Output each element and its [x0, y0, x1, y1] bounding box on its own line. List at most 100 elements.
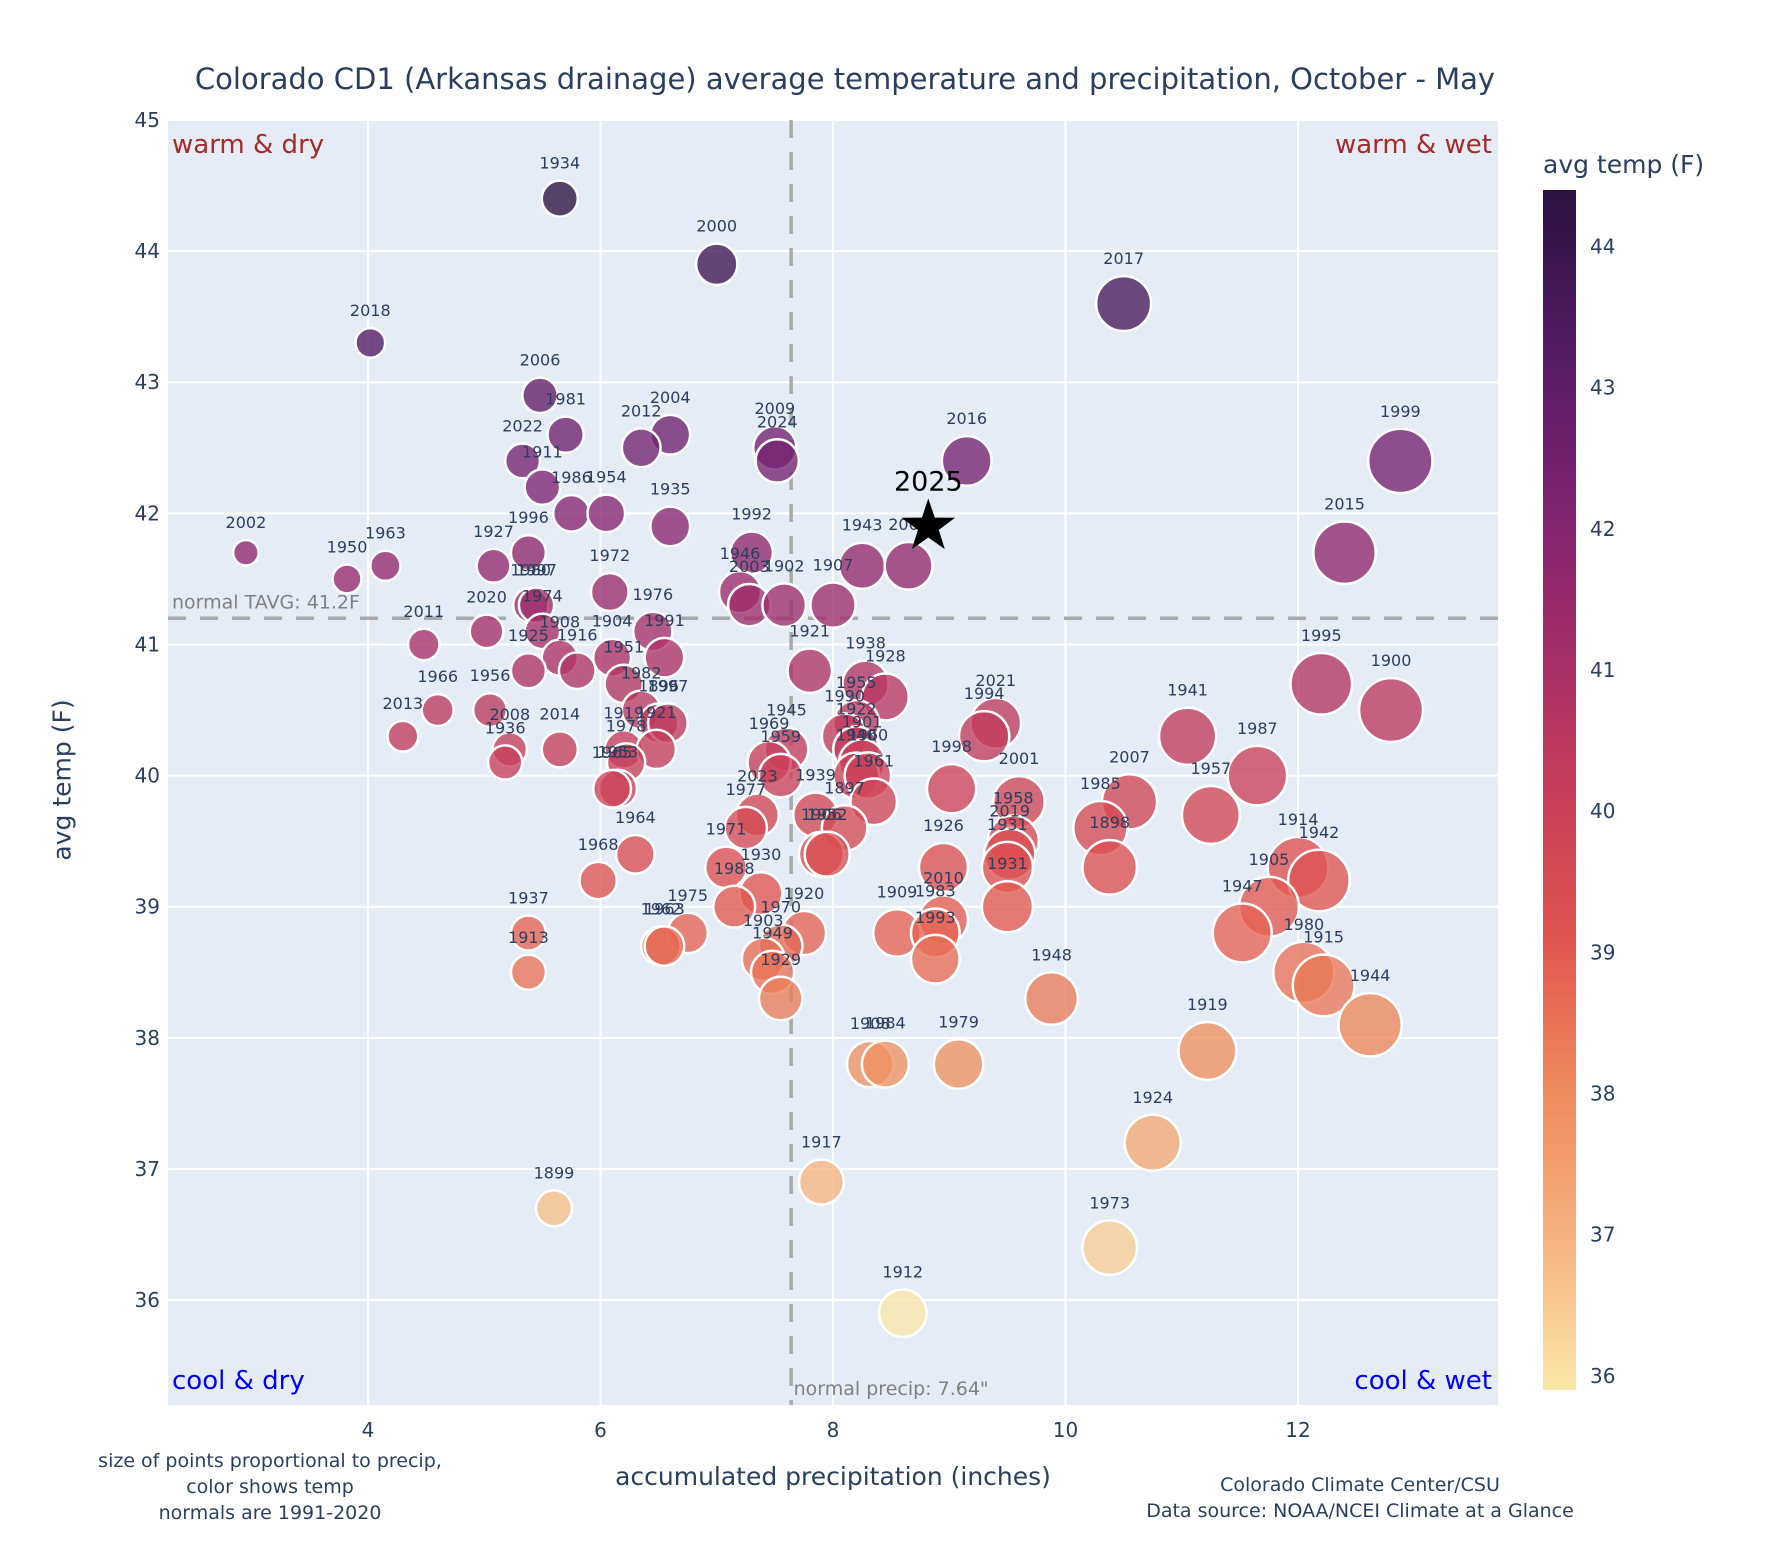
data-point: [1211, 902, 1273, 964]
point-label: 1966: [417, 667, 458, 686]
point-label: 1908: [539, 613, 580, 632]
point-label: 1963: [365, 524, 406, 543]
point-label: 1911: [522, 442, 563, 461]
point-label: 1946: [720, 544, 761, 563]
data-point: [354, 326, 387, 359]
quadrant-label-warm-dry: warm & dry: [172, 130, 325, 160]
quadrant-label-warm-wet: warm & wet: [1334, 130, 1492, 160]
data-point: [551, 493, 591, 533]
data-point: [754, 438, 801, 484]
point-label: 1986: [551, 468, 592, 487]
point-label: 1976: [632, 585, 673, 604]
data-point: [1366, 427, 1434, 495]
point-label: 1943: [842, 516, 883, 535]
data-point: [761, 582, 808, 629]
point-label: 2008: [489, 705, 530, 724]
data-point: [649, 505, 692, 548]
data-point: [586, 493, 627, 534]
point-label: 1950: [327, 537, 368, 556]
data-point: [521, 376, 559, 415]
data-point: [369, 549, 402, 583]
point-label: 1900: [1371, 651, 1412, 670]
point-label: 1944: [1350, 966, 1391, 985]
y-axis-label: avg temp (F): [47, 699, 77, 861]
point-label: 2023: [737, 767, 778, 786]
point-label: 1942: [1299, 823, 1340, 842]
point-label: 1969: [749, 714, 790, 733]
point-label: 1929: [760, 950, 801, 969]
point-label: 1925: [508, 626, 549, 645]
point-label: 1934: [539, 154, 580, 173]
credit-line: Colorado Climate Center/CSU: [1220, 1474, 1500, 1496]
highlight-label: 2025: [894, 466, 963, 497]
data-point: [1180, 784, 1242, 846]
point-label: 1957: [1190, 759, 1231, 778]
data-point: [406, 627, 441, 662]
point-label: 1965: [592, 743, 633, 762]
point-label: 1914: [1278, 810, 1319, 829]
point-label: 1994: [964, 684, 1005, 703]
colorbar-tick-label: 44: [1590, 234, 1615, 258]
point-label: 1919: [603, 703, 644, 722]
data-point: [386, 719, 420, 753]
data-point: [546, 415, 585, 455]
point-label: 1912: [882, 1262, 923, 1281]
colorbar-tick-label: 38: [1590, 1082, 1615, 1106]
y-tick-label: 42: [135, 501, 160, 525]
data-point: [557, 651, 597, 691]
point-label: 1931: [987, 815, 1028, 834]
data-point: [909, 933, 961, 985]
data-point: [509, 651, 548, 690]
point-label: 1913: [508, 928, 549, 947]
point-label: 1924: [1132, 1088, 1173, 1107]
data-point: [231, 538, 260, 567]
data-point: [1226, 744, 1289, 807]
data-point: [578, 860, 619, 901]
data-point: [534, 1189, 574, 1228]
data-point: [1157, 706, 1218, 767]
y-tick-label: 44: [135, 239, 160, 263]
x-tick-label: 4: [362, 1418, 375, 1442]
point-label: 2007: [1109, 747, 1150, 766]
point-label: 2009: [755, 399, 796, 418]
point-label: 1935: [650, 480, 691, 499]
data-point: [1081, 838, 1139, 896]
point-label: 1991: [644, 611, 685, 630]
quadrant-label-cool-wet: cool & wet: [1354, 1366, 1492, 1396]
colorbar-tick-label: 39: [1590, 940, 1615, 964]
y-tick-label: 36: [135, 1288, 160, 1312]
point-label: 2020: [466, 588, 507, 607]
point-label: 1909: [877, 882, 918, 901]
data-point: [591, 768, 633, 809]
point-label: 1983: [915, 882, 956, 901]
colorbar-tick-label: 43: [1590, 376, 1615, 400]
point-label: 1987: [1237, 719, 1278, 738]
point-label: 1899: [534, 1163, 575, 1182]
colorbar-tick-label: 40: [1590, 799, 1615, 823]
data-point: [420, 692, 455, 728]
quadrant-label-cool-dry: cool & dry: [172, 1366, 305, 1396]
point-label: 1993: [915, 908, 956, 927]
footnote-right: Colorado Climate Center/CSU Data source:…: [1140, 1472, 1580, 1524]
footnote-line: normals are 1991-2020: [158, 1502, 382, 1524]
point-label: 2006: [520, 351, 561, 370]
data-point: [925, 762, 978, 815]
point-label: 1907: [813, 556, 854, 575]
point-label: 2024: [757, 412, 798, 431]
data-point: [523, 468, 562, 507]
point-label: 1962: [641, 899, 682, 918]
data-point: [757, 752, 804, 799]
point-label: 1917: [801, 1133, 842, 1152]
point-label: 1995: [1301, 626, 1342, 645]
point-label: 1972: [589, 546, 630, 565]
point-label: 1922: [836, 699, 877, 718]
data-point: [523, 612, 562, 651]
data-point: [797, 1158, 846, 1206]
point-label: 2004: [650, 388, 691, 407]
point-label: 2000: [696, 217, 737, 236]
point-label: 1939: [795, 766, 836, 785]
point-label: 2014: [539, 704, 580, 723]
data-point: [1289, 651, 1354, 716]
